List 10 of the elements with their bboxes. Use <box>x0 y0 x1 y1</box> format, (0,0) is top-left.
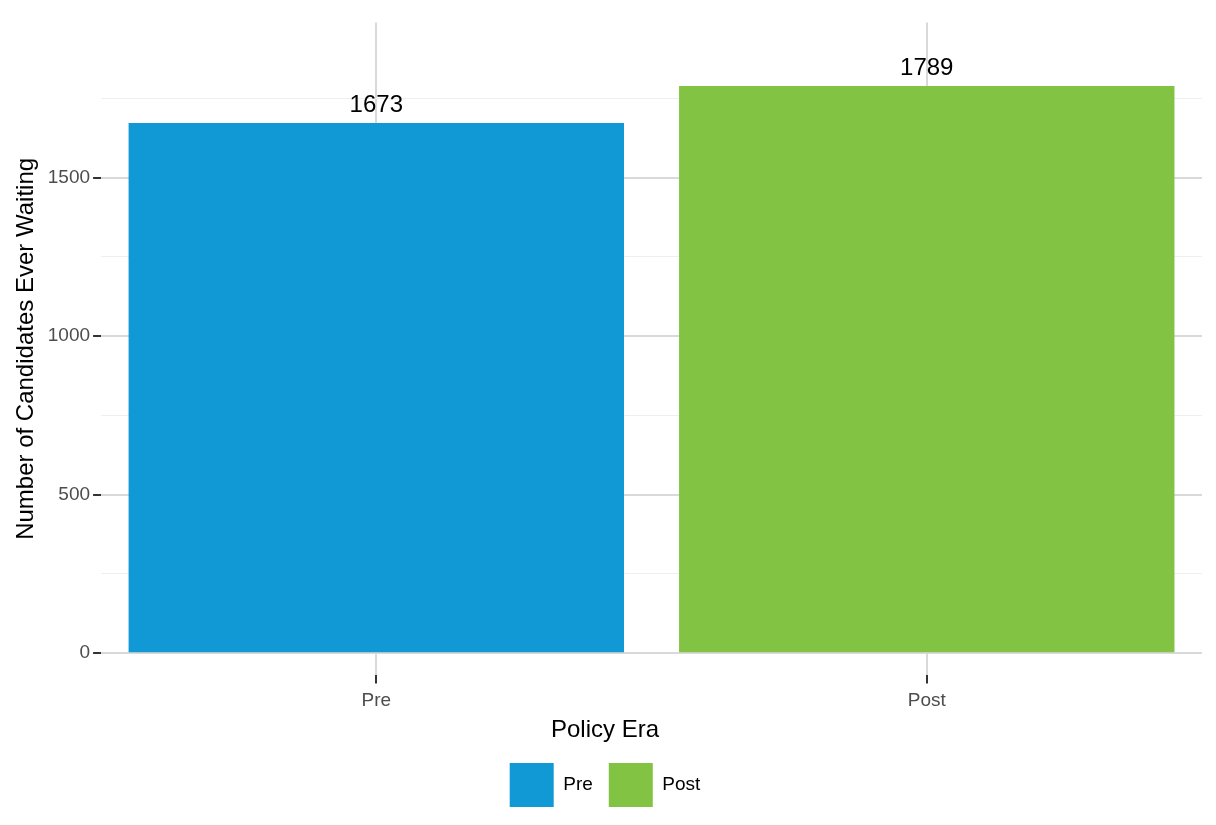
data-label: 1673 <box>349 89 403 117</box>
legend-label: Post <box>662 773 702 795</box>
legend-title: Policy Era <box>550 714 660 742</box>
legend-label: Pre <box>563 773 593 795</box>
y-tick-label: 1000 <box>47 324 91 346</box>
data-label: 1789 <box>900 52 954 80</box>
y-tick-label: 1500 <box>47 165 91 187</box>
y-tick-label: 500 <box>58 482 91 504</box>
y-tick-label: 0 <box>79 641 91 663</box>
y-axis-title: Number of Candidates Ever Waiting <box>11 157 39 540</box>
